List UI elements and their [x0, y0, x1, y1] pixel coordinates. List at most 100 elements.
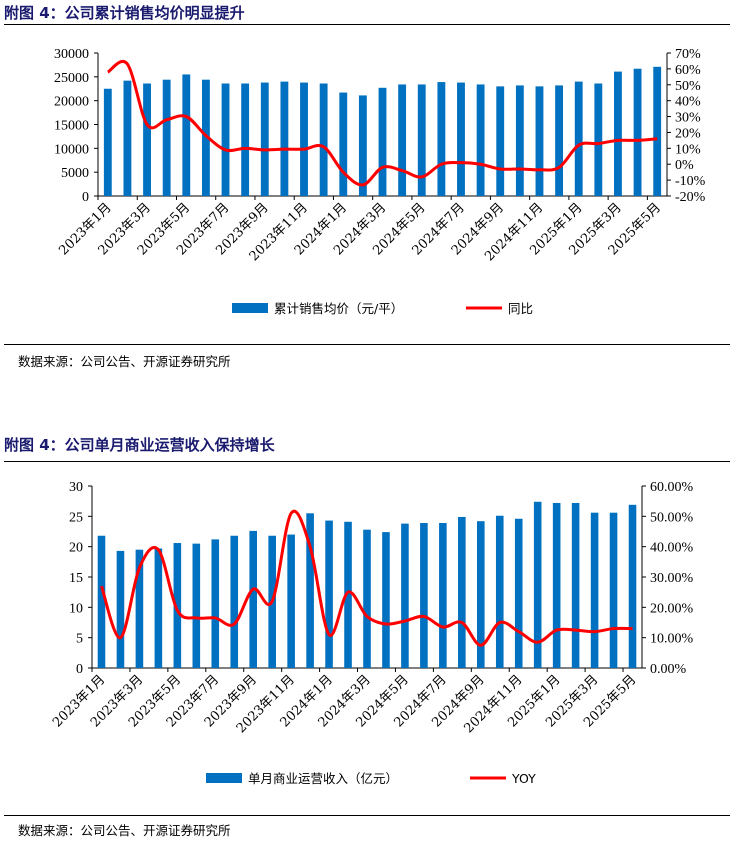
bar: [552, 502, 561, 668]
bar: [514, 518, 523, 668]
bar: [458, 516, 466, 668]
bar: [358, 95, 367, 196]
bar: [633, 68, 642, 196]
right-tick-label: -10%: [675, 174, 706, 189]
bar: [280, 81, 289, 196]
bar: [535, 86, 544, 196]
bar: [123, 80, 132, 196]
right-tick-label: 20.00%: [650, 601, 694, 616]
bar: [628, 504, 637, 668]
left-tick-label: 5: [76, 632, 83, 647]
bar: [162, 79, 171, 196]
bar: [574, 81, 583, 196]
right-tick-label: 60%: [675, 63, 701, 78]
legend-bar-swatch: [232, 303, 268, 313]
bar: [420, 523, 428, 668]
left-tick-label: 10000: [54, 142, 89, 157]
left-tick-label: 20000: [54, 95, 89, 110]
bar: [457, 82, 465, 196]
bar: [437, 82, 446, 196]
bar: [398, 84, 407, 196]
divider: [4, 815, 730, 816]
bar: [230, 535, 239, 668]
bar: [260, 82, 269, 196]
right-tick-label: 0.00%: [650, 662, 687, 677]
bar: [306, 513, 314, 668]
bar: [325, 520, 333, 668]
left-tick-label: 0: [76, 662, 83, 677]
right-tick-label: 30.00%: [650, 571, 694, 586]
right-tick-label: 10.00%: [650, 632, 694, 647]
right-tick-label: 60.00%: [650, 480, 694, 495]
bar: [477, 521, 485, 668]
bar: [594, 83, 603, 196]
bar: [211, 539, 220, 668]
bar: [382, 532, 390, 668]
right-tick-label: 40%: [675, 95, 701, 110]
bar: [173, 543, 182, 668]
left-tick-label: 20: [69, 541, 83, 556]
left-tick-label: 15000: [54, 119, 89, 134]
bar: [103, 88, 112, 196]
bar: [401, 523, 409, 668]
bar: [515, 85, 524, 196]
bar: [495, 515, 504, 668]
right-tick-label: -20%: [675, 190, 706, 205]
bar: [182, 74, 191, 196]
bar: [249, 530, 257, 668]
legend-line-label: YOY: [511, 771, 536, 786]
right-tick-label: 50.00%: [650, 510, 694, 525]
divider: [4, 344, 730, 345]
bar: [417, 84, 426, 196]
chart2-title: 附图 4：公司单月商业运营收入保持增长: [4, 436, 275, 454]
bar: [533, 501, 542, 668]
bar: [319, 83, 328, 196]
bar: [241, 83, 250, 196]
legend-bar-label: 累计销售均价（元/平）: [274, 301, 403, 316]
bar: [116, 550, 125, 668]
left-tick-label: 30000: [54, 47, 89, 62]
left-tick-label: 25: [69, 510, 83, 525]
right-tick-label: 40.00%: [650, 541, 694, 556]
bar: [143, 83, 151, 196]
bar: [496, 86, 505, 196]
divider: [4, 24, 730, 25]
chart2-revenue-yoy: 0 5 10 15 20 25 30 0.00% 10.00% 20.00% 30.00% 40.00…: [50, 480, 694, 786]
bar: [590, 512, 599, 668]
bar: [555, 85, 564, 196]
chart1-price-yoy: 0 5000 10000 15000 20000 25000 30000 -20%-10%0%…: [54, 47, 706, 316]
bar: [287, 534, 295, 668]
bar: [344, 521, 352, 668]
bar: [571, 502, 580, 668]
bar: [97, 535, 106, 668]
legend-bar-swatch: [206, 773, 242, 783]
right-tick-label: 50%: [675, 79, 701, 94]
right-tick-label: 20%: [675, 126, 701, 141]
bar: [339, 92, 348, 196]
bar: [378, 87, 387, 196]
right-tick-label: 10%: [675, 142, 701, 157]
bar: [300, 82, 308, 196]
legend-line-label: 同比: [508, 301, 533, 316]
bar: [192, 543, 201, 668]
bar: [653, 66, 662, 196]
divider: [4, 461, 730, 462]
bar: [363, 529, 371, 668]
bar: [135, 549, 144, 668]
chart2-source: 数据来源：公司公告、开源证券研究所: [18, 823, 231, 838]
left-tick-label: 5000: [61, 166, 89, 181]
yoy-line: [100, 509, 633, 647]
bar: [614, 71, 622, 196]
left-tick-label: 25000: [54, 71, 89, 86]
bar: [439, 523, 447, 668]
chart1-source: 数据来源：公司公告、开源证券研究所: [18, 354, 231, 369]
bar: [201, 79, 210, 196]
left-tick-label: 30: [69, 480, 83, 495]
right-tick-label: 70%: [675, 47, 701, 62]
left-tick-label: 15: [69, 571, 83, 586]
chart1-title: 附图 4：公司累计销售均价明显提升: [4, 4, 245, 22]
right-tick-label: 0%: [675, 158, 694, 173]
left-tick-label: 0: [82, 190, 89, 205]
right-tick-label: 30%: [675, 111, 701, 126]
bar: [154, 548, 163, 668]
